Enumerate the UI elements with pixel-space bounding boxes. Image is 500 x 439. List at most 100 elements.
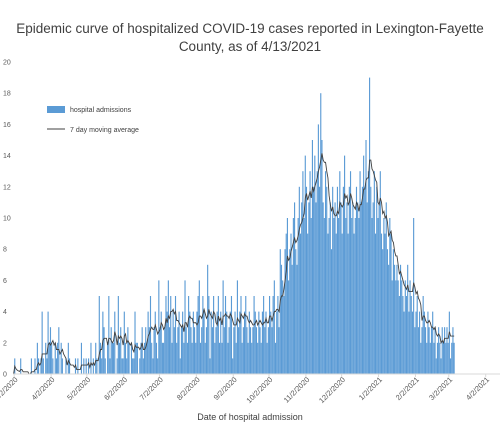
- bar: [177, 327, 179, 374]
- bar: [307, 233, 309, 374]
- bar: [452, 327, 454, 374]
- bar: [270, 311, 272, 374]
- bar: [204, 342, 206, 374]
- bar: [332, 186, 334, 374]
- bar: [335, 233, 337, 374]
- bar: [278, 327, 280, 374]
- bar: [161, 342, 163, 374]
- bar: [142, 358, 144, 374]
- bar: [47, 311, 49, 374]
- bar: [370, 186, 372, 374]
- bar: [179, 358, 181, 374]
- bar: [242, 327, 244, 374]
- bar: [321, 140, 323, 374]
- bar: [154, 311, 156, 374]
- bar: [203, 311, 205, 374]
- bar: [444, 327, 446, 374]
- bar: [432, 311, 434, 374]
- bar: [221, 342, 223, 374]
- bar: [114, 311, 116, 374]
- bar: [288, 280, 290, 374]
- bar: [120, 327, 122, 374]
- bar: [240, 296, 242, 374]
- bar: [192, 311, 194, 374]
- bar: [448, 311, 450, 374]
- bar: [135, 342, 137, 374]
- bar: [49, 327, 52, 374]
- bar: [127, 327, 129, 374]
- bar: [261, 311, 263, 374]
- bar: [349, 171, 352, 374]
- bar: [101, 358, 103, 374]
- bar: [351, 218, 353, 374]
- bar: [123, 311, 125, 374]
- bar: [272, 296, 274, 374]
- bar: [258, 311, 260, 374]
- bar: [390, 233, 392, 374]
- bar: [210, 311, 212, 374]
- bar: [174, 296, 177, 374]
- bar: [155, 342, 158, 374]
- bar: [286, 218, 288, 374]
- bar: [117, 296, 119, 374]
- bar: [160, 311, 162, 374]
- y-tick-label: 16: [3, 122, 11, 129]
- bar: [363, 155, 365, 374]
- bar: [245, 296, 247, 374]
- bar: [103, 327, 105, 374]
- bar: [346, 202, 348, 374]
- bar: [34, 358, 36, 374]
- bar: [433, 342, 435, 374]
- bar: [133, 358, 135, 374]
- x-tick-label: 4/2/2021: [464, 375, 491, 402]
- chart-title-line-2: County, as of 4/13/2021: [178, 39, 322, 54]
- bar: [51, 342, 53, 374]
- bar: [166, 311, 168, 374]
- bar: [436, 342, 439, 374]
- bar: [88, 358, 90, 374]
- x-tick-label: 12/2/2020: [317, 375, 347, 405]
- x-tick-label: 3/2/2020: [0, 375, 20, 402]
- bar: [364, 186, 366, 374]
- bar: [230, 296, 233, 374]
- bar: [379, 171, 381, 374]
- bar: [361, 186, 364, 374]
- bar: [158, 280, 160, 374]
- bar: [328, 218, 330, 374]
- bar: [252, 327, 254, 374]
- bar: [222, 280, 224, 374]
- bar: [358, 218, 360, 374]
- bar: [369, 77, 371, 374]
- bar: [435, 358, 437, 374]
- bar: [113, 342, 115, 374]
- bar: [320, 93, 322, 374]
- bar: [453, 342, 455, 374]
- bar: [116, 358, 118, 374]
- bar: [110, 327, 112, 374]
- bar: [371, 218, 373, 374]
- bar: [36, 342, 38, 374]
- bar: [214, 342, 216, 374]
- bar: [207, 264, 209, 374]
- bar: [213, 296, 215, 374]
- bar: [128, 342, 130, 374]
- x-tick-label: 9/2/2020: [212, 375, 239, 402]
- bar: [170, 296, 172, 374]
- bar: [176, 342, 178, 374]
- bar: [342, 186, 344, 374]
- bar: [290, 233, 292, 374]
- bar: [178, 311, 180, 374]
- bar: [283, 296, 285, 374]
- bar: [205, 327, 208, 374]
- bar: [168, 327, 171, 374]
- bar: [201, 327, 203, 374]
- bar: [248, 311, 250, 374]
- bar: [111, 342, 113, 374]
- bar: [384, 233, 386, 374]
- bar: [399, 264, 402, 374]
- legend-label-hospital-admissions: hospital admissions: [70, 107, 132, 114]
- bar: [449, 358, 452, 374]
- bar: [367, 171, 369, 374]
- bar: [124, 342, 127, 374]
- legend: hospital admissions 7 day moving average: [47, 106, 139, 134]
